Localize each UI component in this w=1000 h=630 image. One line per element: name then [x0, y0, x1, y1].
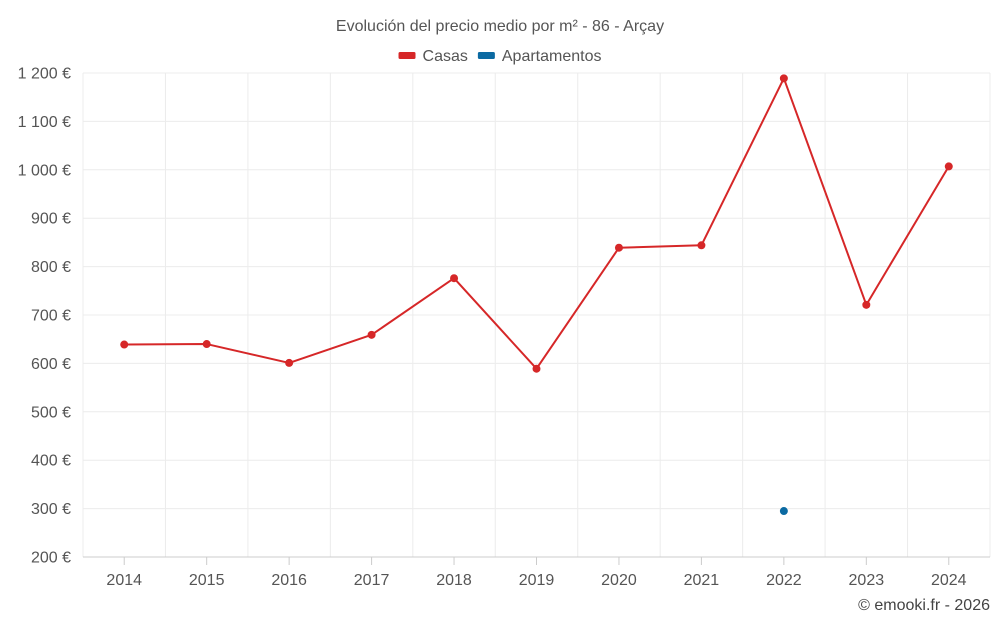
- data-point-series-1: [367, 330, 376, 339]
- y-tick-label: 400 €: [31, 453, 71, 470]
- legend-label: Apartamentos: [502, 48, 602, 65]
- y-tick-label: 500 €: [31, 404, 71, 421]
- y-tick-label: 700 €: [31, 308, 71, 325]
- x-tick-label: 2017: [354, 572, 390, 589]
- legend: Casas Apartamentos: [398, 48, 602, 65]
- x-tick-label: 2024: [931, 572, 967, 589]
- y-tick-label: 1 000 €: [18, 162, 71, 179]
- y-tick-label: 800 €: [31, 259, 71, 276]
- credit-text: © emooki.fr - 2026: [858, 597, 990, 614]
- x-tick-label: 2021: [684, 572, 720, 589]
- x-tick-label: 2014: [106, 572, 142, 589]
- data-point-series-1: [862, 300, 871, 309]
- data-point-series-1: [697, 241, 706, 250]
- legend-label: Casas: [423, 48, 468, 65]
- x-tick-label: 2018: [436, 572, 472, 589]
- legend-swatch: [398, 52, 416, 59]
- data-point-series-1: [532, 364, 541, 373]
- y-tick-label: 300 €: [31, 501, 71, 518]
- x-tick-label: 2019: [519, 572, 555, 589]
- y-tick-label: 200 €: [31, 550, 71, 567]
- data-point-series-2: [779, 507, 788, 516]
- data-point-series-1: [944, 162, 953, 171]
- series-points: [120, 74, 953, 516]
- x-tick-label: 2015: [189, 572, 225, 589]
- x-tick-label: 2020: [601, 572, 637, 589]
- data-point-series-1: [285, 358, 294, 367]
- legend-swatch: [477, 52, 495, 59]
- x-axis-tick-labels: 2014 2015 2016 2017 2018 2019 2020 2021 2022 2023…: [106, 572, 966, 589]
- data-point-series-1: [779, 74, 788, 83]
- legend-item-1[interactable]: Casas: [398, 48, 468, 65]
- y-tick-label: 1 100 €: [18, 114, 71, 131]
- legend-item-2[interactable]: Apartamentos: [477, 48, 602, 65]
- y-tick-label: 900 €: [31, 211, 71, 228]
- x-tick-label: 2022: [766, 572, 802, 589]
- grid: [82, 72, 991, 558]
- axes: [83, 556, 990, 565]
- data-point-series-1: [614, 243, 623, 252]
- chart-title: Evolución del precio medio por m² - 86 -…: [336, 18, 664, 35]
- data-point-series-1: [202, 340, 211, 349]
- data-point-series-1: [120, 340, 129, 349]
- data-point-series-1: [450, 274, 459, 283]
- x-tick-label: 2023: [849, 572, 885, 589]
- x-tick-label: 2016: [271, 572, 307, 589]
- y-tick-label: 1 200 €: [18, 66, 71, 83]
- y-axis-tick-labels: 200 € 300 € 400 € 500 € 600 € 700 € 800 € 900 €…: [18, 66, 71, 567]
- y-tick-label: 600 €: [31, 356, 71, 373]
